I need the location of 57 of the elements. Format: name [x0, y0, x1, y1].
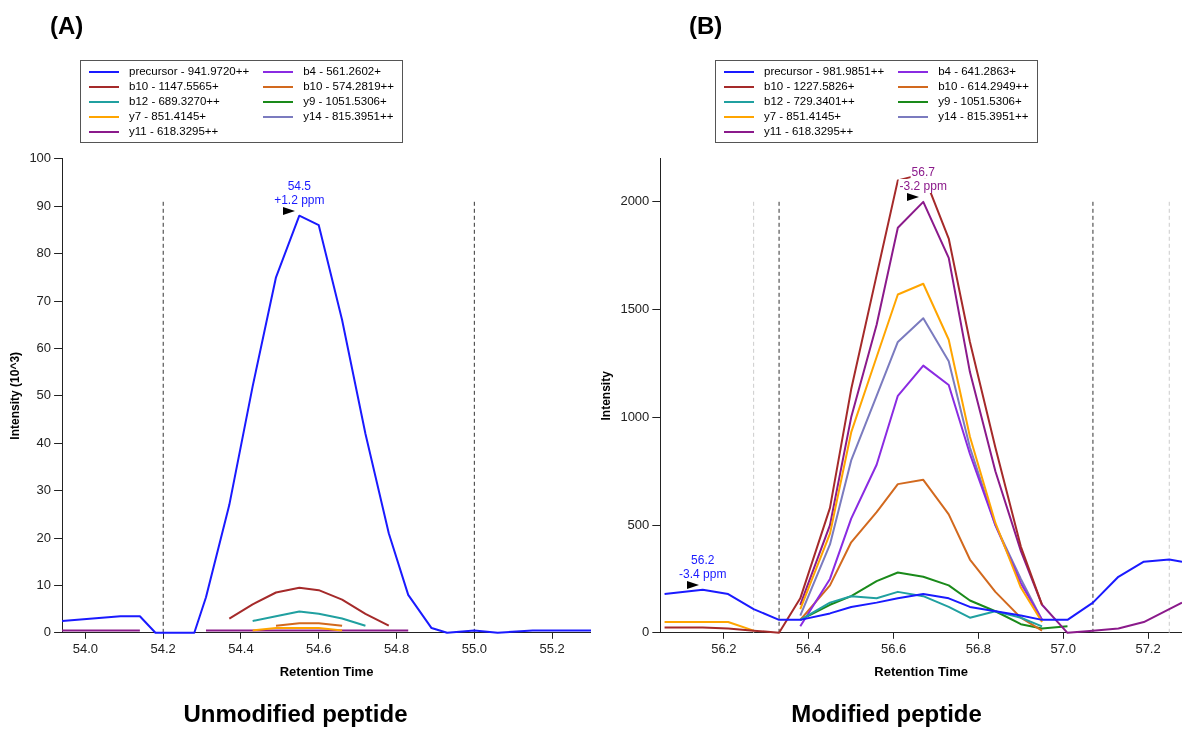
legend-label: precursor - 981.9851++ [764, 64, 885, 79]
x-tick-label: 54.2 [150, 641, 176, 657]
y-tick-label: 500 [627, 516, 650, 532]
legend-label: b4 - 641.2863+ [938, 64, 1016, 79]
y-tick-label: 70 [36, 292, 52, 308]
x-tick-label: 57.0 [1050, 641, 1076, 657]
y-tick-label: 20 [36, 529, 52, 545]
legend-label: y11 - 618.3295++ [764, 124, 854, 139]
y-tick-label: 90 [36, 197, 52, 213]
y-axis-title: Intensity [598, 370, 613, 421]
legend-label: b4 - 561.2602+ [303, 64, 381, 79]
y-tick-label: 60 [36, 339, 52, 355]
legend-label: b10 - 574.2819++ [303, 79, 395, 94]
y-tick-label: 2000 [620, 193, 650, 209]
y-tick-label: 10 [36, 576, 52, 592]
text: Unmodified peptide [182, 700, 409, 728]
y-tick-label: 1500 [620, 301, 650, 317]
x-tick-label: 54.6 [306, 641, 332, 657]
x-tick-label: 56.6 [880, 641, 907, 657]
x-tick-label: 56.4 [796, 641, 822, 657]
chart-title: (B) [689, 12, 723, 40]
text: Modified peptide [790, 700, 983, 728]
legend-label: b12 - 689.3270++ [129, 94, 220, 109]
x-axis-title: Retention Time [279, 663, 374, 679]
legend-label: y11 - 618.3295++ [129, 124, 219, 139]
legend-label: precursor - 941.9720++ [129, 64, 250, 79]
y-axis-title: Intensity (10^3) [7, 351, 22, 440]
x-axis-title: Retention Time [874, 663, 968, 679]
chart-title: (A) [50, 12, 84, 40]
legend-label: b12 - 729.3401++ [764, 94, 855, 109]
y-tick-label: 50 [36, 387, 52, 403]
legend-label: y9 - 1051.5306+ [303, 94, 387, 109]
y-tick-label: 30 [36, 482, 52, 498]
x-tick-label: 56.2 [711, 641, 737, 657]
y-tick-label: 0 [43, 624, 52, 640]
legend-label: b10 - 1147.5565+ [129, 79, 219, 94]
y-tick-label: 80 [36, 245, 52, 261]
y-tick-label: 40 [36, 434, 52, 450]
y-tick-label: 100 [29, 150, 52, 166]
y-tick-label: 0 [642, 624, 650, 640]
y-tick-label: 1000 [620, 408, 650, 424]
x-tick-label: 55.0 [461, 641, 487, 657]
legend-label: y14 - 815.3951++ [303, 109, 394, 124]
x-tick-label: 54.8 [383, 641, 410, 657]
x-tick-label: 54.0 [72, 641, 99, 657]
x-tick-label: 57.2 [1135, 641, 1161, 657]
legend-label: b10 - 1227.5826+ [764, 79, 855, 94]
x-tick-label: 55.2 [539, 641, 565, 657]
legend-label: y9 - 1051.5306+ [938, 94, 1022, 109]
legend-label: b10 - 614.2949++ [938, 79, 1030, 94]
annotation: 56.2 -3.4 ppm [679, 552, 727, 581]
legend-label: y14 - 815.3951++ [938, 109, 1029, 124]
legend-label: y7 - 851.4145+ [129, 109, 207, 124]
x-tick-label: 56.8 [965, 641, 992, 657]
annotation: 54.5 +1.2 ppm [274, 178, 325, 207]
x-tick-label: 54.4 [228, 641, 254, 657]
legend-label: y7 - 851.4145+ [764, 109, 842, 124]
